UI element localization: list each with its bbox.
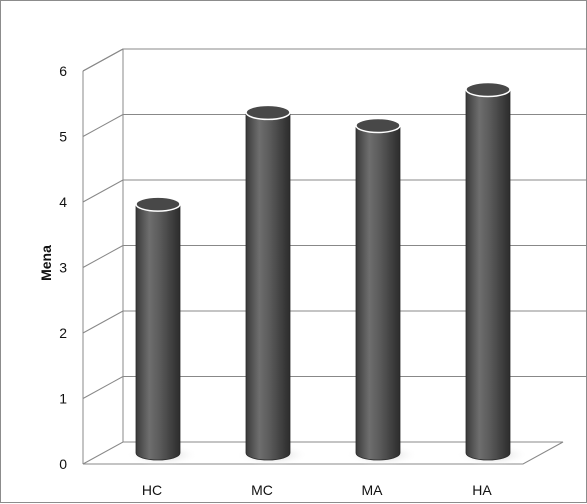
y-tick-label: 6	[59, 63, 67, 79]
bar-ma	[346, 117, 418, 466]
gridline-wall	[82, 245, 124, 268]
y-axis-ticks: 0 1 2 3 4 5 6	[59, 63, 67, 472]
y-tick-label: 4	[59, 194, 67, 210]
gridlines	[82, 48, 587, 399]
x-tick-label: HC	[142, 482, 162, 498]
bar-body	[355, 125, 401, 461]
gridline-wall	[82, 114, 124, 137]
gridline-wall	[82, 179, 124, 203]
gridline-wall	[82, 376, 124, 399]
bar-top	[355, 117, 401, 134]
y-tick-label: 2	[59, 325, 67, 341]
bar-top	[245, 104, 291, 121]
bar-top	[465, 81, 511, 98]
y-axis-label: Mena	[38, 245, 54, 281]
x-tick-label: MC	[251, 482, 273, 498]
y-tick-label: 5	[59, 129, 67, 145]
bar-mc	[236, 104, 308, 466]
bar-hc	[126, 196, 198, 466]
x-tick-label: HA	[472, 482, 492, 498]
gridline-wall	[82, 48, 124, 72]
x-tick-label: MA	[362, 482, 384, 498]
bar-ha	[456, 81, 528, 466]
bar-body	[135, 203, 181, 461]
bar-top	[135, 196, 181, 212]
y-tick-label: 1	[59, 391, 67, 407]
gridline-wall	[82, 310, 124, 334]
x-axis-labels: HC MC MA HA	[142, 482, 493, 498]
bar-body	[245, 112, 291, 461]
y-tick-label: 0	[59, 456, 67, 472]
y-tick-label: 3	[59, 260, 67, 276]
bars	[126, 81, 528, 466]
bar-body	[465, 89, 511, 461]
